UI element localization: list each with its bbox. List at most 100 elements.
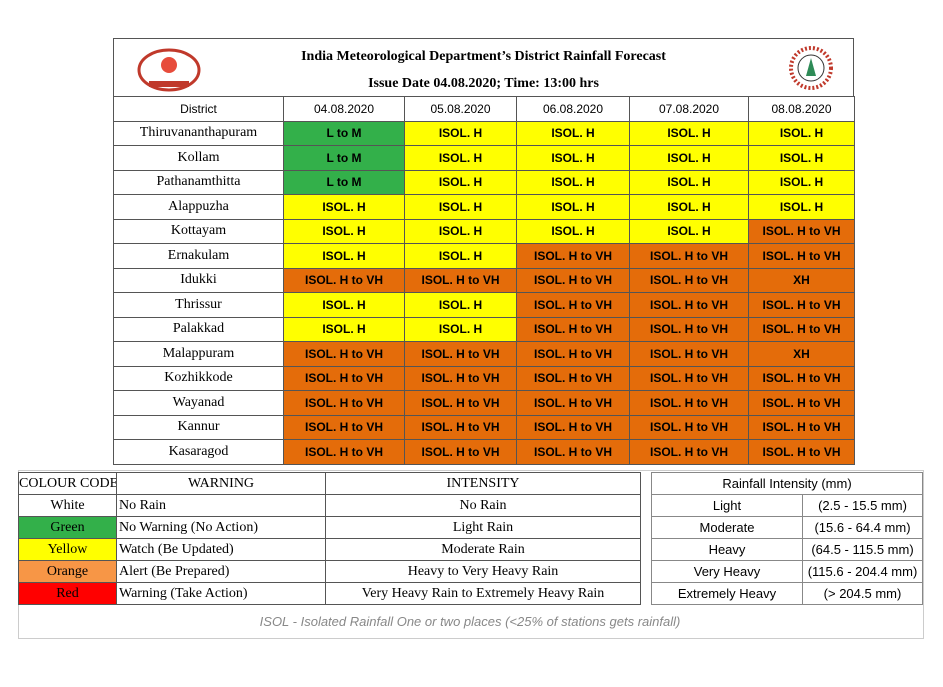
intensity-cell: (2.5 - 15.5 mm)	[802, 494, 923, 517]
row: Heavy (64.5 - 115.5 mm)	[651, 538, 923, 561]
column-header: 07.08.2020	[629, 96, 749, 122]
forecast-cell: ISOL. H	[404, 218, 517, 244]
intensity-title: Rainfall Intensity (mm)	[651, 472, 923, 495]
colour-code: Red	[18, 582, 117, 605]
intensity-cell: (15.6 - 64.4 mm)	[802, 516, 923, 539]
row: White No Rain No Rain	[18, 494, 641, 517]
colour-code: Orange	[18, 560, 117, 583]
forecast-cell: ISOL. H	[404, 120, 517, 146]
forecast-cell: ISOL. H to VH	[748, 316, 855, 342]
row: COLOUR CODE WARNING INTENSITY	[18, 472, 641, 495]
forecast-cell: XH	[748, 341, 855, 367]
forecast-cell: ISOL. H	[748, 194, 855, 220]
intensity: Light Rain	[325, 516, 641, 539]
row: Light (2.5 - 15.5 mm)	[651, 494, 923, 517]
warning: Alert (Be Prepared)	[116, 560, 326, 583]
district: Ernakulam	[113, 243, 284, 269]
intensity: Very Heavy Rain to Extremely Heavy Rain	[325, 582, 641, 605]
forecast-cell: ISOL. H	[283, 218, 405, 244]
row: Alappuzha ISOL. H ISOL. H ISOL. H ISOL. H ISO…	[113, 194, 855, 220]
intensity-cell: (64.5 - 115.5 mm)	[802, 538, 923, 561]
intensity-table: Rainfall Intensity (mm) Light (2.5 - 15.5 …	[651, 472, 923, 605]
forecast-cell: ISOL. H to VH	[283, 439, 405, 465]
forecast-cell: ISOL. H	[629, 194, 749, 220]
forecast-cell: ISOL. H to VH	[516, 414, 630, 440]
forecast-cell: ISOL. H	[404, 243, 517, 269]
forecast-cell: ISOL. H	[404, 292, 517, 318]
forecast-cell: ISOL. H to VH	[404, 439, 517, 465]
column-header: District	[113, 96, 284, 122]
imd-logo	[789, 46, 833, 90]
forecast-cell: ISOL. H to VH	[516, 243, 630, 269]
intensity-cell: Extremely Heavy	[651, 582, 803, 605]
forecast-cell: ISOL. H to VH	[748, 243, 855, 269]
forecast-cell: ISOL. H	[629, 120, 749, 146]
forecast-cell: ISOL. H	[404, 316, 517, 342]
forecast-cell: ISOL. H to VH	[283, 390, 405, 416]
forecast-cell: ISOL. H	[283, 194, 405, 220]
forecast-cell: ISOL. H to VH	[629, 365, 749, 391]
intensity-cell: Heavy	[651, 538, 803, 561]
forecast-cell: ISOL. H to VH	[748, 390, 855, 416]
district: Thiruvananthapuram	[113, 120, 284, 146]
row: Kozhikkode ISOL. H to VH ISOL. H to VH ISOL…	[113, 365, 855, 391]
forecast-cell: L to M	[283, 169, 405, 195]
row: Palakkad ISOL. H ISOL. H ISOL. H to VH ISOL.…	[113, 316, 855, 342]
forecast-cell: ISOL. H	[516, 120, 630, 146]
forecast-cell: ISOL. H	[404, 194, 517, 220]
forecast-cell: ISOL. H	[748, 169, 855, 195]
forecast-cell: ISOL. H to VH	[748, 365, 855, 391]
header: India Meteorological Department’s Distri…	[113, 38, 854, 96]
forecast-cell: ISOL. H	[629, 169, 749, 195]
row: Kannur ISOL. H to VH ISOL. H to VH ISOL. H …	[113, 414, 855, 440]
forecast-cell: ISOL. H to VH	[516, 316, 630, 342]
forecast-table: District 04.08.2020 05.08.2020 06.08.2020 07…	[113, 96, 855, 465]
row: Kollam L to M ISOL. H ISOL. H ISOL. H ISOL. H	[113, 145, 855, 171]
warning: Warning (Take Action)	[116, 582, 326, 605]
intensity-cell: Moderate	[651, 516, 803, 539]
row: Pathanamthitta L to M ISOL. H ISOL. H ISOL. …	[113, 169, 855, 195]
forecast-cell: ISOL. H to VH	[283, 414, 405, 440]
column-header: 08.08.2020	[748, 96, 855, 122]
district: Kasaragod	[113, 439, 284, 465]
forecast-cell: L to M	[283, 120, 405, 146]
row: Orange Alert (Be Prepared) Heavy to Very H…	[18, 560, 641, 583]
district: Pathanamthitta	[113, 169, 284, 195]
forecast-cell: ISOL. H to VH	[748, 414, 855, 440]
row: Ernakulam ISOL. H ISOL. H ISOL. H to VH ISOL…	[113, 243, 855, 269]
forecast-cell: ISOL. H to VH	[516, 365, 630, 391]
row: Thrissur ISOL. H ISOL. H ISOL. H to VH ISOL.…	[113, 292, 855, 318]
legend-header: INTENSITY	[325, 472, 641, 495]
intensity-cell: Light	[651, 494, 803, 517]
forecast-cell: ISOL. H to VH	[629, 439, 749, 465]
footnote: ISOL - Isolated Rainfall One or two plac…	[259, 614, 681, 629]
forecast-cell: ISOL. H	[283, 243, 405, 269]
forecast-cell: ISOL. H to VH	[283, 341, 405, 367]
forecast-cell: ISOL. H	[404, 169, 517, 195]
forecast-cell: ISOL. H to VH	[629, 243, 749, 269]
forecast-cell: ISOL. H	[516, 218, 630, 244]
forecast-cell: ISOL. H to VH	[516, 267, 630, 293]
forecast-cell: ISOL. H to VH	[629, 390, 749, 416]
district: Kottayam	[113, 218, 284, 244]
row: Very Heavy (115.6 - 204.4 mm)	[651, 560, 923, 583]
title: India Meteorological Department’s Distri…	[301, 49, 666, 64]
district: Palakkad	[113, 316, 284, 342]
row: Kasaragod ISOL. H to VH ISOL. H to VH ISOL.…	[113, 439, 855, 465]
forecast-cell: ISOL. H to VH	[629, 316, 749, 342]
colour-code: White	[18, 494, 117, 517]
district: Kozhikkode	[113, 365, 284, 391]
forecast-cell: ISOL. H to VH	[629, 292, 749, 318]
forecast-cell: ISOL. H to VH	[629, 341, 749, 367]
row: Rainfall Intensity (mm)	[651, 472, 923, 495]
district: Idukki	[113, 267, 284, 293]
row: Kottayam ISOL. H ISOL. H ISOL. H ISOL. H ISOL…	[113, 218, 855, 244]
forecast-cell: ISOL. H	[629, 145, 749, 171]
row: Idukki ISOL. H to VH ISOL. H to VH ISOL. H …	[113, 267, 855, 293]
forecast-cell: ISOL. H to VH	[283, 365, 405, 391]
district: Malappuram	[113, 341, 284, 367]
intensity-cell: Very Heavy	[651, 560, 803, 583]
forecast-cell: ISOL. H to VH	[404, 341, 517, 367]
legend-header: COLOUR CODE	[18, 472, 117, 495]
forecast-cell: ISOL. H	[516, 194, 630, 220]
